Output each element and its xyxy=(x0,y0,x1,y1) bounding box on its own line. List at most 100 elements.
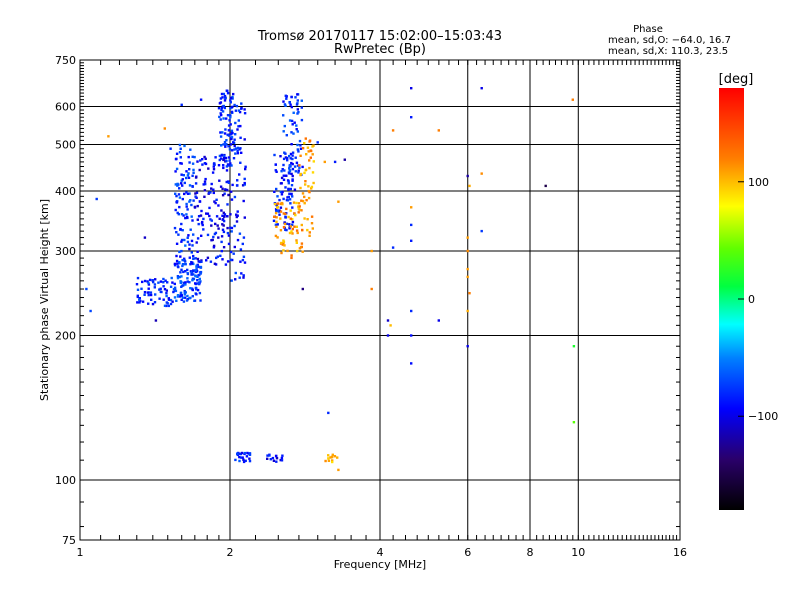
data-point xyxy=(231,149,234,152)
data-point xyxy=(312,181,315,185)
data-point xyxy=(196,279,199,282)
data-point xyxy=(286,249,289,253)
data-point xyxy=(229,162,232,165)
data-point xyxy=(296,130,299,133)
data-point xyxy=(307,196,311,200)
data-point xyxy=(107,135,110,138)
data-point xyxy=(248,459,252,463)
data-point xyxy=(243,112,247,115)
data-point xyxy=(197,265,200,269)
data-point xyxy=(233,245,236,249)
data-point xyxy=(330,455,334,459)
data-point xyxy=(192,257,195,260)
data-point xyxy=(289,187,292,191)
data-point xyxy=(290,119,294,123)
data-point xyxy=(225,159,228,163)
data-point xyxy=(296,112,299,115)
data-point xyxy=(224,156,228,160)
data-point xyxy=(179,255,182,258)
data-point xyxy=(230,110,234,114)
data-point xyxy=(285,222,289,225)
data-point xyxy=(159,280,163,283)
data-point xyxy=(222,230,226,234)
data-point xyxy=(309,149,312,152)
data-point xyxy=(194,275,198,278)
data-point xyxy=(189,199,192,202)
data-point xyxy=(216,224,219,227)
data-point xyxy=(176,184,179,187)
data-point xyxy=(386,334,390,337)
data-point xyxy=(195,293,198,296)
data-point xyxy=(286,159,289,162)
data-point xyxy=(300,242,304,245)
data-point xyxy=(295,225,298,228)
data-point xyxy=(148,278,152,282)
data-point xyxy=(164,279,167,282)
data-point xyxy=(236,146,240,150)
data-point xyxy=(237,109,241,112)
data-point xyxy=(183,257,186,260)
x-tick-label: 6 xyxy=(464,546,471,559)
data-point xyxy=(220,108,223,112)
data-point xyxy=(85,287,88,291)
data-point xyxy=(222,166,225,170)
data-point xyxy=(195,196,198,199)
data-point xyxy=(316,141,319,144)
data-point xyxy=(223,192,226,195)
data-point xyxy=(291,167,295,171)
data-point xyxy=(221,214,224,217)
data-point xyxy=(181,184,184,187)
data-point xyxy=(283,244,286,247)
data-point xyxy=(295,161,299,164)
data-point xyxy=(273,190,276,193)
data-point xyxy=(221,110,225,113)
data-point xyxy=(218,179,221,182)
data-point xyxy=(466,309,469,313)
data-point xyxy=(196,237,200,240)
data-point xyxy=(217,204,220,207)
data-point xyxy=(183,144,186,148)
data-point xyxy=(300,209,303,212)
data-point xyxy=(218,217,221,220)
data-point xyxy=(248,453,252,456)
data-point xyxy=(236,210,239,213)
data-point xyxy=(204,162,208,166)
data-point xyxy=(154,278,157,281)
data-point xyxy=(294,96,297,99)
data-point xyxy=(288,192,291,195)
data-point xyxy=(203,195,206,198)
data-point xyxy=(297,169,300,172)
data-point xyxy=(234,458,237,462)
data-point xyxy=(220,106,223,110)
data-point xyxy=(282,100,285,103)
data-point xyxy=(231,105,234,109)
data-point xyxy=(295,124,298,127)
data-point xyxy=(191,162,195,165)
data-point xyxy=(226,133,229,137)
data-point xyxy=(222,143,225,146)
data-point xyxy=(287,195,290,199)
data-point xyxy=(238,173,241,176)
data-point xyxy=(191,155,194,158)
data-point xyxy=(283,222,287,226)
chart-title: Tromsø 20170117 15:02:00–15:03:43 xyxy=(257,29,502,44)
data-point xyxy=(391,246,395,249)
data-point xyxy=(308,159,311,162)
data-point xyxy=(184,263,187,266)
data-point xyxy=(208,206,211,210)
data-point xyxy=(243,177,246,181)
data-point xyxy=(279,458,282,462)
data-point xyxy=(244,165,247,168)
data-point xyxy=(310,185,314,189)
data-point xyxy=(198,200,202,203)
data-point xyxy=(214,201,217,205)
data-point xyxy=(165,294,168,298)
data-point xyxy=(304,180,307,183)
data-point xyxy=(162,298,165,301)
data-point xyxy=(192,254,195,258)
data-point xyxy=(195,175,198,178)
data-point xyxy=(226,203,229,206)
data-point xyxy=(196,282,199,285)
data-point xyxy=(285,174,288,177)
data-point xyxy=(225,117,228,120)
